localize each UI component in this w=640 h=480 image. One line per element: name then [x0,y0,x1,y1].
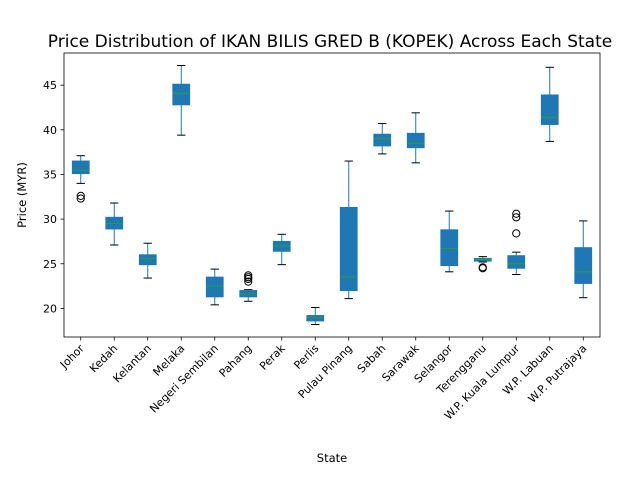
box-pulau-pinang [339,160,358,300]
outlier-point [512,213,521,222]
iqr-box [205,276,224,298]
outlier-point [76,194,85,203]
box-w-p-labuan [540,66,559,142]
box-melaka [172,65,191,136]
iqr-box [540,94,559,125]
box-sarawak [406,112,425,164]
x-axis-label: State [317,451,347,465]
boxes-group [71,65,593,325]
iqr-box [574,247,593,284]
iqr-box [71,160,90,175]
chart-title: Price Distribution of IKAN BILIS GRED B … [48,32,612,52]
y-axis-label: Price (MYR) [15,162,29,228]
outlier-point [478,263,487,272]
outlier-point [76,191,85,200]
box-sabah [373,123,392,155]
box-perak [272,233,291,266]
box-w-p-putrajaya [574,220,593,299]
x-tick-label: Perak [257,341,288,372]
y-tick-label: 25 [43,258,57,271]
iqr-box [339,207,358,292]
iqr-box [440,229,459,267]
iqr-box [373,133,392,147]
outlier-point [244,271,253,280]
iqr-box [306,315,325,322]
outlier-point [512,209,521,218]
iqr-box [507,255,526,269]
y-tick-label: 30 [43,213,57,226]
box-negeri-sembilan [205,268,224,306]
box-w-p-kuala-lumpur [507,209,526,275]
y-tick-label: 35 [43,168,57,181]
x-tick-label: Johor [57,342,87,372]
box-kedah [105,202,124,246]
iqr-box [406,132,425,149]
box-pahang [239,271,258,302]
box-kelantan [138,242,157,279]
box-selangor [440,210,459,273]
outlier-point [512,229,521,238]
box-perlis [306,307,325,325]
outlier-point [244,277,253,286]
x-tick-label: Perlis [291,342,321,372]
y-tick-label: 40 [43,124,57,137]
box-johor [71,155,90,203]
plot-frame [63,52,601,338]
x-tick-label: W.P. Putrajaya [526,342,590,406]
plot-area [63,52,601,338]
iqr-box [138,254,157,266]
y-tick-label: 20 [43,302,57,315]
y-tick-label: 45 [43,79,57,92]
x-tick-label: Pahang [217,342,255,380]
iqr-box [172,83,191,106]
box-terengganu [473,256,492,273]
y-axis: 20 25 30 35 40 45 [43,79,64,315]
